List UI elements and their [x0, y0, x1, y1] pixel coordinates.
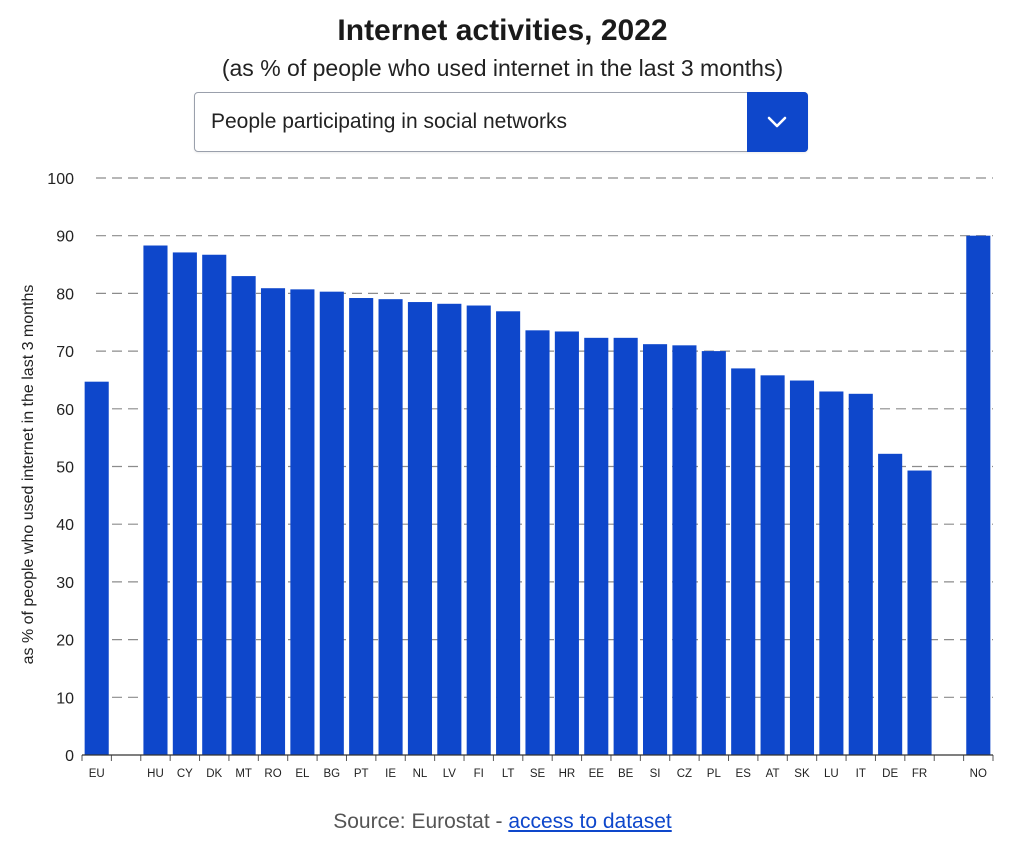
x-tick-label: SE: [530, 768, 546, 780]
chart-subtitle: (as % of people who used internet in the…: [221, 55, 784, 81]
x-tick-label: HU: [147, 768, 164, 780]
bar-lv: [437, 303, 462, 755]
bar-hu: [143, 245, 168, 755]
bar-it: [848, 393, 873, 755]
y-tick-label: 90: [56, 229, 74, 246]
x-tick-label: EU: [89, 768, 105, 780]
x-tick-label: LU: [824, 768, 839, 780]
bar-lt: [496, 311, 521, 755]
x-tick-label: PT: [354, 768, 369, 780]
x-tick-label: FI: [474, 768, 484, 780]
y-tick-label: 50: [56, 460, 74, 477]
bar-mt: [231, 276, 256, 755]
y-tick-label: 0: [65, 748, 74, 765]
bar-pl: [701, 351, 726, 755]
bar-el: [290, 289, 315, 755]
x-tick-label: MT: [235, 768, 252, 780]
bar-fr: [907, 470, 932, 755]
bar-dk: [202, 254, 227, 755]
bar-ie: [378, 299, 403, 755]
y-tick-label: 70: [56, 344, 74, 361]
bar-es: [731, 368, 756, 755]
y-tick-label: 80: [56, 286, 74, 303]
bar-hr: [554, 331, 579, 755]
x-tick-label: HR: [559, 768, 576, 780]
bar-chart: 0 10 20 30 40 50 60 70 80 90 100 as % of people who…: [20, 171, 994, 780]
dataset-link[interactable]: access to dataset: [508, 810, 672, 833]
source-text: Source: Eurostat -: [333, 810, 509, 833]
x-tick-label: FR: [912, 768, 927, 780]
source-line: Source: Eurostat - access to dataset: [0, 810, 1005, 834]
x-tick-label: NO: [970, 768, 987, 780]
bar-pt: [349, 298, 374, 755]
y-tick-label: 40: [56, 517, 74, 534]
x-tick-label: LV: [443, 768, 457, 780]
x-tick-label: BE: [618, 768, 634, 780]
bar-lu: [819, 391, 844, 755]
chart-title: Internet activities, 2022: [337, 14, 668, 47]
x-tick-label: RO: [264, 768, 281, 780]
bar-be: [613, 337, 638, 755]
x-tick-label: EE: [589, 768, 605, 780]
x-tick-label: SK: [794, 768, 810, 780]
bar-se: [525, 330, 550, 755]
x-tick-label: SI: [650, 768, 661, 780]
y-tick-label: 60: [56, 402, 74, 419]
y-axis-label: as % of people who used internet in the …: [20, 285, 37, 665]
x-tick-label: DE: [882, 768, 898, 780]
bar-ee: [584, 337, 609, 755]
dropdown-selected-value: People participating in social networks: [211, 110, 568, 133]
bar-nl: [407, 302, 433, 755]
x-tick-label: ES: [736, 768, 752, 780]
x-tick-label: NL: [413, 768, 428, 780]
x-tick-label: AT: [766, 768, 780, 780]
bar-bg: [319, 291, 344, 755]
x-tick-label: PL: [707, 768, 722, 780]
y-tick-label: 10: [56, 690, 74, 707]
bar-si: [642, 344, 668, 755]
x-tick-label: CY: [177, 768, 193, 780]
y-tick-label: 30: [56, 575, 74, 592]
bar-sk: [789, 380, 815, 755]
bar-cy: [172, 252, 197, 756]
bar-cz: [672, 345, 697, 755]
x-tick-label: IE: [385, 768, 396, 780]
bar-de: [878, 453, 903, 755]
y-tick-label: 100: [47, 171, 74, 188]
bar-no: [966, 235, 991, 755]
x-tick-label: BG: [323, 768, 340, 780]
dropdown-toggle-button[interactable]: [747, 92, 808, 152]
chevron-down-icon: [767, 116, 787, 128]
bar-eu: [84, 381, 109, 755]
bar-at: [760, 375, 785, 755]
x-tick-label: DK: [206, 768, 222, 780]
x-tick-label: CZ: [677, 768, 692, 780]
bar-fi: [466, 305, 491, 755]
x-tick-label: LT: [502, 768, 515, 780]
bar-ro: [260, 288, 286, 755]
indicator-dropdown[interactable]: People participating in social networks: [194, 92, 808, 152]
x-tick-label: IT: [856, 768, 866, 780]
x-tick-label: EL: [295, 768, 310, 780]
y-tick-label: 20: [56, 633, 74, 650]
